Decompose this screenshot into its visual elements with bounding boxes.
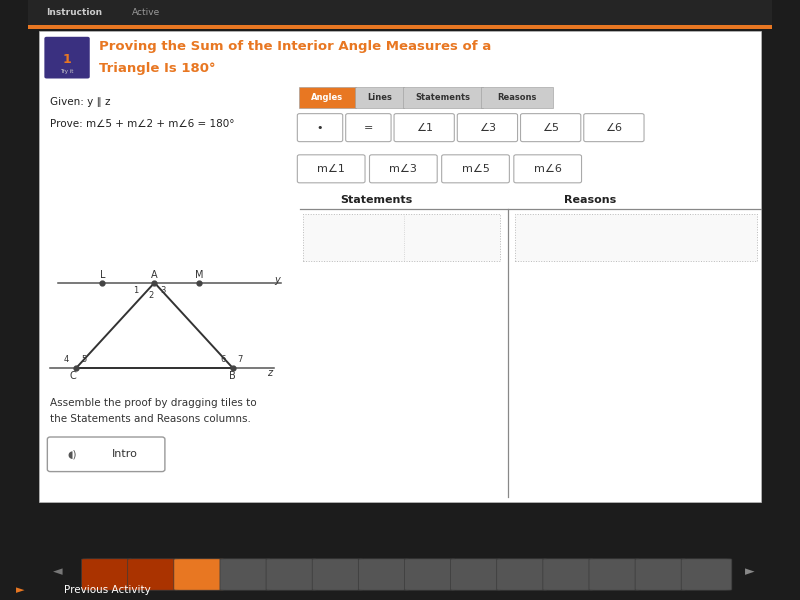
Text: C: C [70, 371, 76, 381]
FancyBboxPatch shape [403, 87, 482, 107]
Text: 3: 3 [161, 286, 166, 295]
Text: Angles: Angles [311, 93, 343, 102]
FancyBboxPatch shape [589, 559, 639, 590]
Text: ◖): ◖) [68, 449, 78, 459]
Text: ∠3: ∠3 [479, 122, 496, 133]
FancyBboxPatch shape [405, 559, 455, 590]
Text: m∠1: m∠1 [318, 164, 345, 174]
FancyBboxPatch shape [47, 437, 165, 472]
Text: Previous Activity: Previous Activity [64, 586, 150, 595]
Text: Intro: Intro [112, 449, 138, 459]
Text: ∠1: ∠1 [416, 122, 433, 133]
Text: Triangle Is 180°: Triangle Is 180° [98, 62, 215, 75]
Text: M: M [195, 269, 203, 280]
Text: A: A [151, 269, 158, 280]
Text: •: • [317, 122, 323, 133]
FancyBboxPatch shape [450, 559, 501, 590]
Text: z: z [267, 368, 272, 379]
FancyBboxPatch shape [39, 31, 761, 502]
Text: =: = [364, 122, 373, 133]
FancyBboxPatch shape [299, 87, 356, 107]
FancyBboxPatch shape [370, 155, 438, 183]
FancyBboxPatch shape [394, 113, 454, 142]
FancyBboxPatch shape [354, 87, 405, 107]
FancyBboxPatch shape [128, 559, 178, 590]
Text: ►: ► [16, 586, 24, 595]
Text: m∠5: m∠5 [462, 164, 490, 174]
FancyBboxPatch shape [220, 559, 270, 590]
Text: m∠6: m∠6 [534, 164, 562, 174]
FancyBboxPatch shape [312, 559, 363, 590]
Text: Lines: Lines [367, 93, 392, 102]
FancyBboxPatch shape [521, 113, 581, 142]
FancyBboxPatch shape [266, 559, 317, 590]
FancyBboxPatch shape [298, 113, 342, 142]
FancyBboxPatch shape [543, 559, 594, 590]
Text: Reasons: Reasons [498, 93, 537, 102]
Text: 7: 7 [238, 355, 242, 364]
FancyBboxPatch shape [174, 559, 225, 590]
FancyBboxPatch shape [682, 559, 732, 590]
Text: ∠5: ∠5 [542, 122, 559, 133]
FancyBboxPatch shape [635, 559, 686, 590]
FancyBboxPatch shape [82, 559, 132, 590]
Text: 5: 5 [81, 355, 86, 364]
Text: ►: ► [745, 565, 754, 578]
FancyBboxPatch shape [28, 25, 772, 29]
Text: ◄: ◄ [53, 565, 62, 578]
Text: L: L [100, 269, 105, 280]
Text: Statements: Statements [415, 93, 470, 102]
Text: 6: 6 [220, 355, 226, 364]
Text: Statements: Statements [341, 196, 413, 205]
FancyBboxPatch shape [481, 87, 554, 107]
FancyBboxPatch shape [515, 214, 757, 261]
FancyBboxPatch shape [44, 37, 90, 79]
Text: 2: 2 [148, 291, 154, 300]
FancyBboxPatch shape [298, 155, 365, 183]
Text: ∠6: ∠6 [606, 122, 622, 133]
Text: Given: y ∥ z: Given: y ∥ z [50, 97, 111, 107]
FancyBboxPatch shape [28, 0, 772, 25]
FancyBboxPatch shape [497, 559, 547, 590]
Text: Reasons: Reasons [564, 196, 616, 205]
Text: 4: 4 [64, 355, 70, 364]
Text: Prove: m∠5 + m∠2 + m∠6 = 180°: Prove: m∠5 + m∠2 + m∠6 = 180° [50, 119, 235, 128]
FancyBboxPatch shape [584, 113, 644, 142]
FancyBboxPatch shape [358, 559, 409, 590]
Text: Try it: Try it [60, 69, 74, 74]
Text: B: B [230, 371, 236, 381]
FancyBboxPatch shape [442, 155, 510, 183]
FancyBboxPatch shape [458, 113, 518, 142]
FancyBboxPatch shape [514, 155, 582, 183]
Text: y: y [274, 275, 280, 285]
FancyBboxPatch shape [346, 113, 391, 142]
Text: 1: 1 [62, 53, 71, 66]
Text: Assemble the proof by dragging tiles to
the Statements and Reasons columns.: Assemble the proof by dragging tiles to … [50, 398, 257, 424]
Text: m∠3: m∠3 [390, 164, 418, 174]
FancyBboxPatch shape [303, 214, 501, 261]
Text: Proving the Sum of the Interior Angle Measures of a: Proving the Sum of the Interior Angle Me… [98, 40, 491, 53]
Text: Instruction: Instruction [46, 8, 102, 17]
Text: Active: Active [132, 8, 161, 17]
Text: 1: 1 [134, 286, 138, 295]
